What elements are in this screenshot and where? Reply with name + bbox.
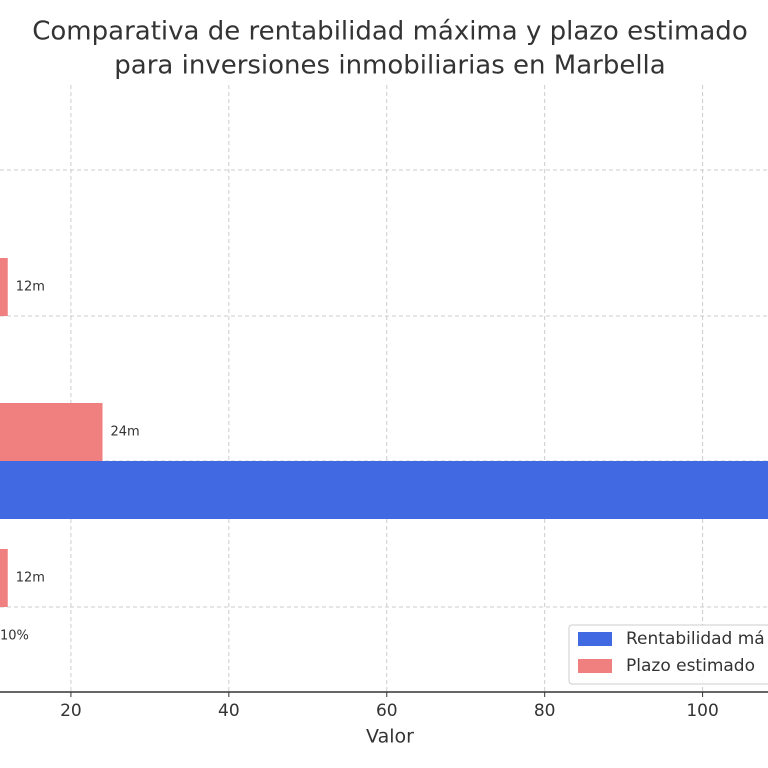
bar	[0, 461, 768, 519]
x-tick-label: 80	[534, 701, 556, 721]
legend-box	[568, 624, 768, 685]
legend-swatch	[578, 632, 612, 646]
x-axis-label: Valor	[366, 726, 414, 748]
x-tick-label: 60	[376, 701, 398, 721]
chart-title: Comparativa de rentabilidad máxima y pla…	[32, 17, 747, 47]
value-label: 10%	[0, 629, 29, 644]
bar	[0, 258, 8, 316]
x-tick-label: 40	[218, 701, 240, 721]
value-label: 12m	[16, 571, 45, 586]
chart-title: para inversiones inmobiliarias en Marbel…	[114, 51, 665, 81]
x-tick-label: 20	[60, 701, 82, 721]
bar	[0, 403, 103, 461]
bar	[0, 549, 8, 607]
legend-swatch	[578, 659, 612, 673]
legend-label: Rentabilidad má	[626, 629, 765, 649]
value-label: 24m	[111, 425, 140, 440]
value-label: 12m	[16, 280, 45, 295]
legend-label: Plazo estimado	[626, 656, 755, 676]
x-tick-label: 100	[686, 701, 718, 721]
